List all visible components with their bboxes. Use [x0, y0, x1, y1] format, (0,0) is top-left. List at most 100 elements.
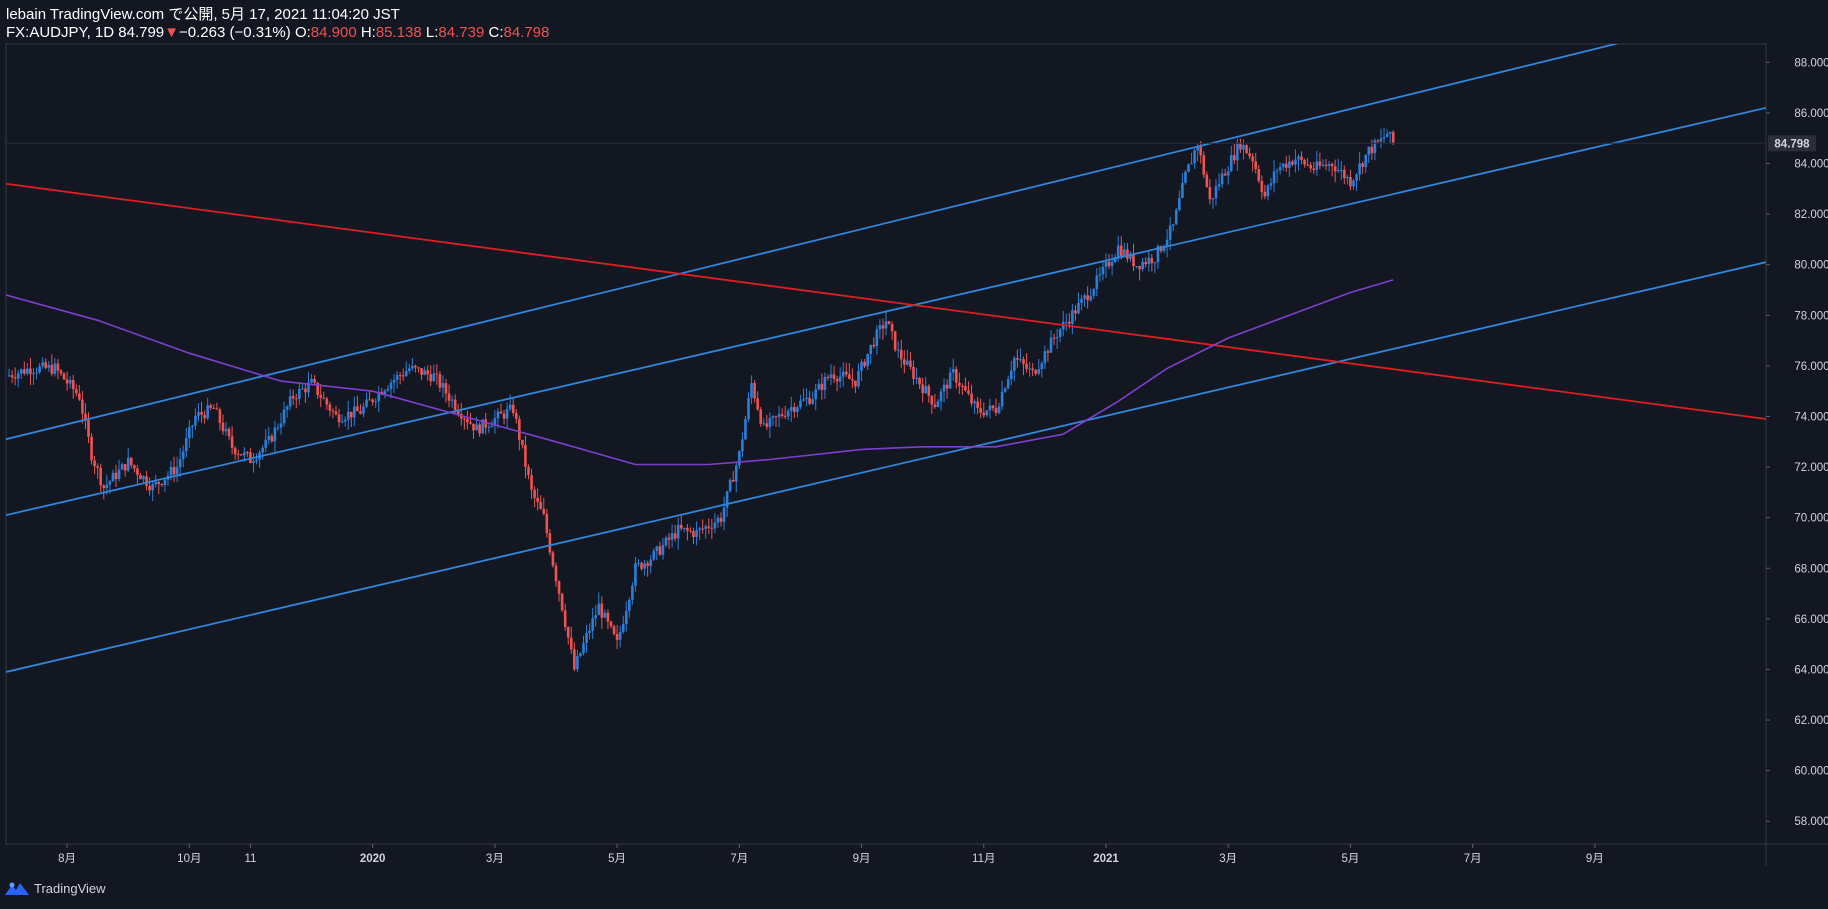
candle-body [221, 422, 225, 432]
candle-body [139, 474, 142, 480]
candle-body [789, 407, 793, 411]
time-axis[interactable]: 8月 10月 11 2020 3月 5月 7月 9月 11月 2021 3月 5月 7月 9月 [58, 844, 1604, 865]
candle-body [628, 599, 631, 611]
candle-body [1339, 169, 1343, 171]
candle-body [35, 372, 38, 374]
candle-body [276, 427, 280, 429]
candle-body [1281, 163, 1285, 167]
candle-body [438, 374, 442, 388]
candle-body [1367, 146, 1371, 155]
candle-body [123, 464, 127, 471]
candle-body [230, 436, 234, 448]
candle-body [377, 392, 381, 402]
candle-body [243, 452, 246, 456]
candle-body [1171, 224, 1175, 226]
time-tick-label: 5月 [608, 853, 626, 865]
candle-body [157, 482, 161, 485]
candle-body [1150, 257, 1154, 264]
price-tick-label: 60.000 [1794, 766, 1828, 778]
candle-body [1324, 164, 1328, 166]
candle-body [1156, 246, 1160, 263]
candle-body [490, 425, 494, 428]
candle-body [404, 371, 408, 376]
candle-body [389, 382, 393, 389]
candle-body [1288, 161, 1291, 168]
candle-body [16, 373, 20, 379]
candle-body [655, 546, 659, 551]
brand-name: TradingView [34, 880, 106, 896]
last-price-label: 84.798 [1774, 138, 1810, 150]
tradingview-watermark[interactable]: TradingView [4, 880, 106, 896]
candle-body [493, 418, 497, 426]
candle-body [1037, 369, 1041, 374]
candle-body [331, 410, 335, 412]
candle-body [282, 409, 286, 424]
candle-body [1315, 161, 1319, 170]
price-tick-label: 58.000 [1794, 816, 1828, 828]
candle-body [582, 643, 585, 654]
candle-body [973, 401, 976, 404]
candle-body [114, 472, 118, 480]
price-tick-label: 72.000 [1794, 462, 1828, 474]
candle-body [563, 610, 567, 628]
candle-body [19, 369, 23, 374]
candle-body [961, 385, 964, 387]
candle-body [1217, 184, 1221, 187]
candle-body [1043, 351, 1047, 364]
candle-body [527, 466, 530, 476]
candle-body [96, 466, 99, 468]
candle-body [930, 395, 934, 405]
candle-body [1272, 171, 1276, 184]
candle-body [340, 421, 344, 423]
candle-body [1321, 164, 1325, 166]
candle-body [453, 399, 457, 410]
candle-body [475, 424, 478, 431]
candle-body [643, 563, 646, 569]
candle-body [1138, 266, 1141, 270]
candle-body [68, 380, 72, 384]
candle-body [450, 399, 454, 401]
price-axis[interactable]: 58.000 60.000 62.000 64.000 66.000 68.000 70.0… [1766, 57, 1828, 828]
close-value: 84.798 [503, 24, 550, 41]
candle-body [872, 344, 876, 347]
candle-body [1248, 153, 1251, 157]
candle-body [518, 419, 521, 440]
price-tick-label: 62.000 [1794, 715, 1828, 727]
candle-body [136, 468, 139, 475]
candle-body [175, 467, 179, 475]
candle-body [203, 414, 206, 419]
candle-body [383, 390, 387, 395]
candle-body [81, 399, 84, 414]
candle-body [1123, 249, 1126, 256]
candle-body [1074, 310, 1077, 314]
price-tick-label: 74.000 [1794, 411, 1828, 423]
candle-body [841, 371, 845, 377]
trend-line-3 [6, 182, 1766, 420]
candle-body [964, 386, 967, 391]
candle-body [710, 527, 714, 529]
candle-body [811, 399, 814, 404]
candle-body [1187, 164, 1190, 172]
candle-body [1352, 180, 1355, 187]
symbol-label[interactable]: FX:AUDJPY, 1D [6, 24, 115, 41]
candle-body [762, 423, 766, 425]
candle-body [1202, 155, 1206, 175]
candle-body [181, 451, 185, 460]
candle-body [722, 507, 726, 522]
candle-body [209, 405, 213, 408]
candle-body [573, 649, 576, 670]
candle-body [878, 325, 882, 330]
candle-body [609, 621, 613, 627]
candle-body [84, 413, 87, 420]
candle-body [1333, 166, 1337, 172]
candle-body [1165, 239, 1169, 247]
candle-body [1040, 363, 1044, 370]
candle-body [420, 367, 423, 375]
candle-body [414, 365, 417, 368]
candle-body [1077, 302, 1080, 314]
candle-body [505, 408, 509, 419]
candle-body [291, 396, 295, 399]
candle-body [744, 419, 747, 440]
candle-body [62, 373, 66, 380]
